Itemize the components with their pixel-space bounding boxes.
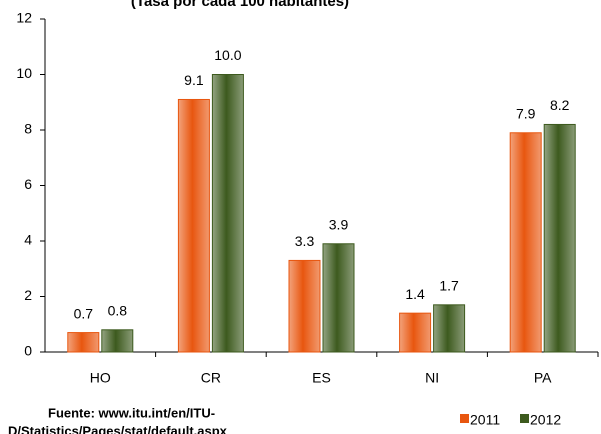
data-label: 7.9	[516, 105, 536, 121]
source-line: D/Statistics/Pages/stat/default.aspx	[8, 423, 228, 434]
data-label: 1.4	[405, 286, 425, 302]
data-label: 9.1	[184, 72, 204, 88]
x-tick-label: ES	[312, 370, 331, 386]
bar	[67, 332, 100, 353]
bar	[288, 259, 321, 353]
y-tick-label: 4	[24, 232, 32, 248]
x-tick-label: PA	[534, 370, 552, 386]
bar	[211, 74, 244, 353]
data-label: 3.9	[329, 216, 349, 232]
bar	[101, 329, 134, 353]
source-line: Fuente: www.itu.int/en/ITU-	[48, 405, 215, 420]
data-label: 1.7	[439, 278, 459, 294]
x-tick-label: HO	[90, 370, 111, 386]
x-tick-label: NI	[425, 370, 439, 386]
legend-label: 2011	[470, 412, 500, 428]
bar	[543, 123, 576, 353]
y-tick-label: 12	[16, 10, 32, 26]
y-tick-label: 0	[24, 343, 32, 359]
x-tick-label: CR	[201, 370, 221, 386]
bar	[509, 132, 542, 353]
legend-swatch	[520, 414, 529, 423]
bar	[399, 312, 432, 353]
bar	[433, 304, 466, 353]
legend-label: 2012	[530, 412, 561, 428]
data-label: 10.0	[214, 47, 241, 63]
y-tick-label: 10	[16, 65, 32, 81]
data-label: 3.3	[295, 233, 315, 249]
data-label: 8.2	[550, 97, 570, 113]
data-label: 0.8	[108, 303, 128, 319]
bar	[177, 98, 210, 353]
legend-swatch	[460, 414, 469, 423]
y-tick-label: 6	[24, 176, 32, 192]
bar	[322, 243, 355, 353]
chart-title: (Tasa por cada 100 habitantes)	[131, 0, 349, 10]
y-tick-label: 2	[24, 287, 32, 303]
y-tick-label: 8	[24, 121, 32, 137]
data-label: 0.7	[74, 305, 94, 321]
